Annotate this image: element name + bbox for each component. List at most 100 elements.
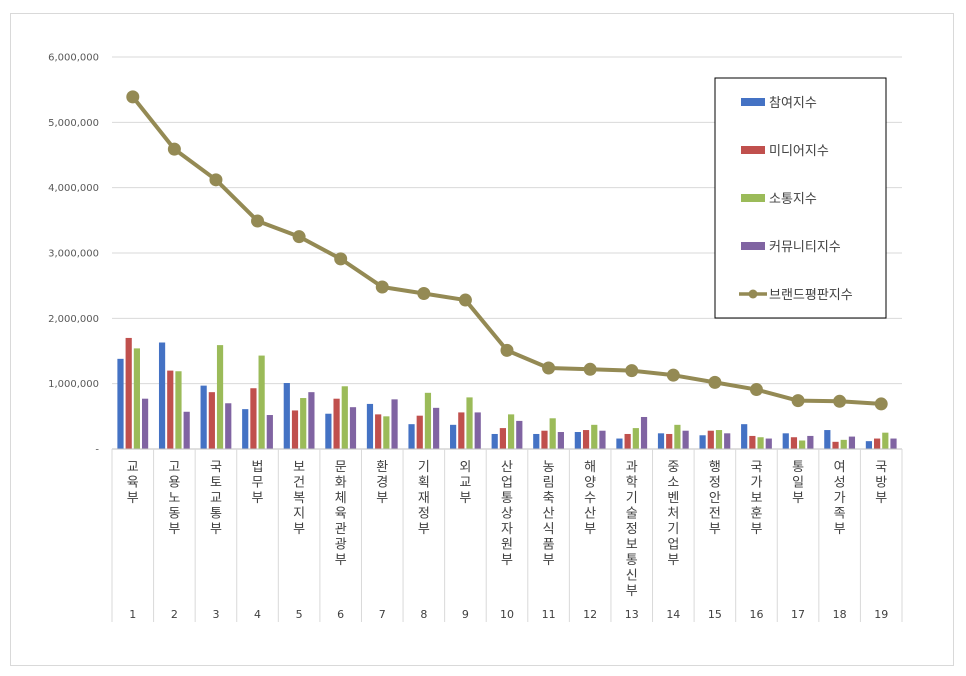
bar <box>832 441 839 449</box>
bar <box>383 416 390 449</box>
bar <box>699 435 706 449</box>
rank-label: 3 <box>212 608 219 621</box>
bar <box>765 438 772 449</box>
bar <box>216 345 224 449</box>
y-tick-label: 3,000,000 <box>48 249 99 260</box>
bar <box>242 409 249 449</box>
line-point <box>458 293 472 307</box>
bar <box>541 430 548 449</box>
bar <box>724 433 731 449</box>
bar <box>117 358 124 449</box>
rank-label: 12 <box>583 608 597 621</box>
bar <box>458 412 465 449</box>
y-tick-label: 6,000,000 <box>48 53 99 64</box>
bar <box>574 432 581 449</box>
line-point <box>708 375 722 389</box>
bar <box>715 430 723 449</box>
bar <box>416 415 423 449</box>
y-tick-label: 5,000,000 <box>48 118 99 129</box>
bar <box>125 337 132 449</box>
rank-label: 1 <box>129 608 136 621</box>
rank-label: 11 <box>542 608 556 621</box>
y-tick-label: 2,000,000 <box>48 314 99 325</box>
rank-label: 2 <box>171 608 178 621</box>
bar <box>807 435 814 449</box>
rank-label: 10 <box>500 608 514 621</box>
line-point <box>209 173 223 187</box>
legend-label: 소통지수 <box>769 192 817 207</box>
line-point <box>126 90 140 104</box>
bar <box>549 418 556 449</box>
bar <box>782 433 789 449</box>
rank-label: 14 <box>666 608 680 621</box>
legend-label: 참여지수 <box>769 96 817 111</box>
line-point <box>500 343 514 357</box>
line-point <box>542 361 556 375</box>
bar <box>491 433 498 449</box>
rank-label: 5 <box>296 608 303 621</box>
rank-label: 9 <box>462 608 469 621</box>
bar <box>391 399 398 449</box>
bar <box>408 424 415 449</box>
rank-label: 15 <box>708 608 722 621</box>
bar <box>865 441 873 449</box>
bar <box>741 424 748 449</box>
bar <box>882 432 889 449</box>
rank-label: 18 <box>833 608 847 621</box>
bar <box>200 385 207 449</box>
rank-label: 8 <box>420 608 427 621</box>
bar <box>757 437 764 449</box>
line-series <box>126 90 888 411</box>
bar <box>250 388 257 449</box>
bar <box>167 370 174 449</box>
legend-swatch <box>741 98 765 106</box>
line-point <box>625 364 639 378</box>
legend-swatch <box>741 194 765 202</box>
bar <box>624 433 631 449</box>
bar <box>225 403 232 449</box>
rank-label: 7 <box>379 608 386 621</box>
line-point <box>833 394 847 408</box>
legend-label: 커뮤니티지수 <box>769 240 841 255</box>
line-point <box>251 214 265 228</box>
line-point <box>749 383 763 397</box>
bar <box>666 433 673 449</box>
bar <box>657 433 665 449</box>
line-point <box>417 287 431 301</box>
bar <box>790 437 798 449</box>
rank-label: 17 <box>791 608 805 621</box>
legend-label: 미디어지수 <box>769 144 829 159</box>
bar <box>258 355 265 449</box>
bar <box>890 438 897 449</box>
bar <box>749 435 756 449</box>
bar <box>874 438 881 449</box>
bar <box>341 386 348 449</box>
bar <box>424 392 432 449</box>
line-point <box>583 362 597 376</box>
line-point <box>334 252 348 266</box>
bar <box>682 430 689 449</box>
bar <box>674 424 681 449</box>
line-point <box>292 230 306 244</box>
legend-swatch <box>741 242 765 250</box>
legend-swatch <box>741 146 765 154</box>
bar <box>366 403 374 449</box>
line-point <box>791 394 805 408</box>
bar <box>308 392 315 449</box>
bar <box>508 414 515 449</box>
bar <box>533 433 540 449</box>
y-tick-label: - <box>95 445 99 456</box>
